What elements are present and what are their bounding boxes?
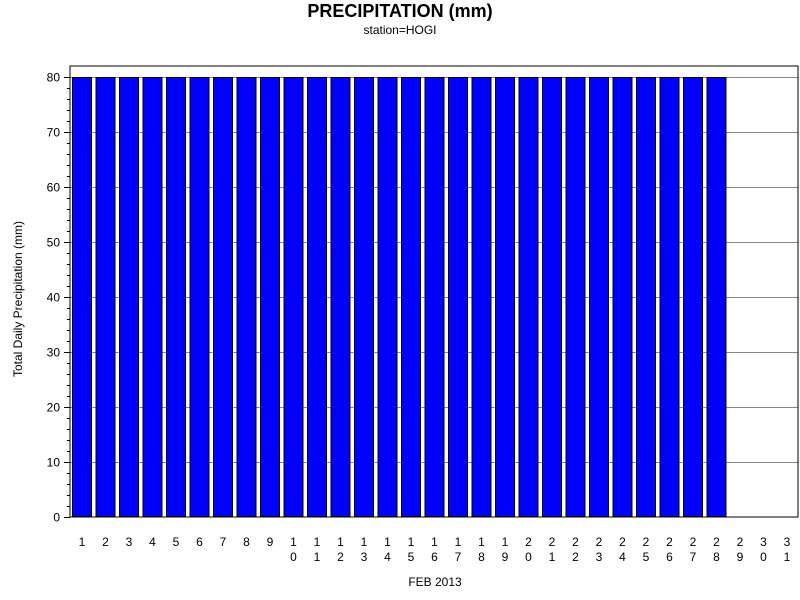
- bar-day-11: [307, 77, 327, 517]
- axes: [69, 65, 799, 518]
- bar-day-26: [659, 77, 680, 517]
- bar-day-24: [612, 77, 633, 517]
- x-axis-ticks: 1 2 3 4 5 6 7 8 9 1 01 11 21 31 41 51 61 71 81 92 02 12 22 32 42…: [79, 535, 791, 564]
- x-tick-label: 3: [126, 535, 133, 549]
- bar-day-17: [448, 77, 468, 517]
- x-tick-label: 1: [79, 535, 86, 549]
- bar-day-23: [589, 77, 609, 517]
- x-tick-label: 5: [173, 535, 180, 549]
- bar-day-28: [706, 77, 727, 517]
- bar-day-22: [565, 77, 586, 517]
- y-tick-label: 20: [47, 401, 61, 415]
- x-tick-label: 9: [267, 535, 274, 549]
- plot-frame: [69, 65, 799, 518]
- y-tick-label: 10: [47, 456, 61, 470]
- bars: [72, 77, 727, 517]
- x-axis-label: FEB 2013: [408, 575, 462, 589]
- x-tick-label: 6: [196, 535, 203, 549]
- bar-day-10: [283, 77, 304, 517]
- x-tick-label: 7: [220, 535, 227, 549]
- y-tick-label: 70: [47, 126, 61, 140]
- bar-day-12: [330, 77, 351, 517]
- bar-day-1: [72, 77, 92, 517]
- bar-day-20: [518, 77, 539, 517]
- chart-subtitle: station=HOGI: [363, 23, 437, 37]
- bar-day-7: [213, 77, 233, 517]
- y-tick-label: 40: [47, 291, 61, 305]
- y-tick-label: 0: [53, 511, 60, 525]
- bar-day-4: [142, 77, 163, 517]
- y-tick-label: 60: [47, 181, 61, 195]
- bar-day-21: [542, 77, 562, 517]
- y-tick-label: 30: [47, 346, 61, 360]
- bar-day-2: [95, 77, 116, 517]
- bar-day-18: [471, 77, 492, 517]
- bar-day-16: [424, 77, 445, 517]
- bar-day-25: [636, 77, 656, 517]
- y-tick-label: 50: [47, 236, 61, 250]
- x-tick-label: 2: [102, 535, 109, 549]
- bar-day-6: [189, 77, 210, 517]
- y-axis-ticks: 0 10 20 30 40 50 60 70 80: [47, 71, 70, 525]
- bar-day-5: [166, 77, 186, 517]
- bar-day-15: [401, 77, 421, 517]
- bar-day-19: [495, 77, 515, 517]
- x-tick-label: 8: [243, 535, 250, 549]
- y-tick-label: 80: [47, 71, 61, 85]
- chart-title: PRECIPITATION (mm): [307, 1, 493, 21]
- bar-day-3: [119, 77, 139, 517]
- x-tick-label: 4: [149, 535, 156, 549]
- bar-day-14: [377, 77, 398, 517]
- bar-day-27: [683, 77, 703, 517]
- bar-day-8: [236, 77, 257, 517]
- bar-day-13: [354, 77, 374, 517]
- bar-day-9: [260, 77, 280, 517]
